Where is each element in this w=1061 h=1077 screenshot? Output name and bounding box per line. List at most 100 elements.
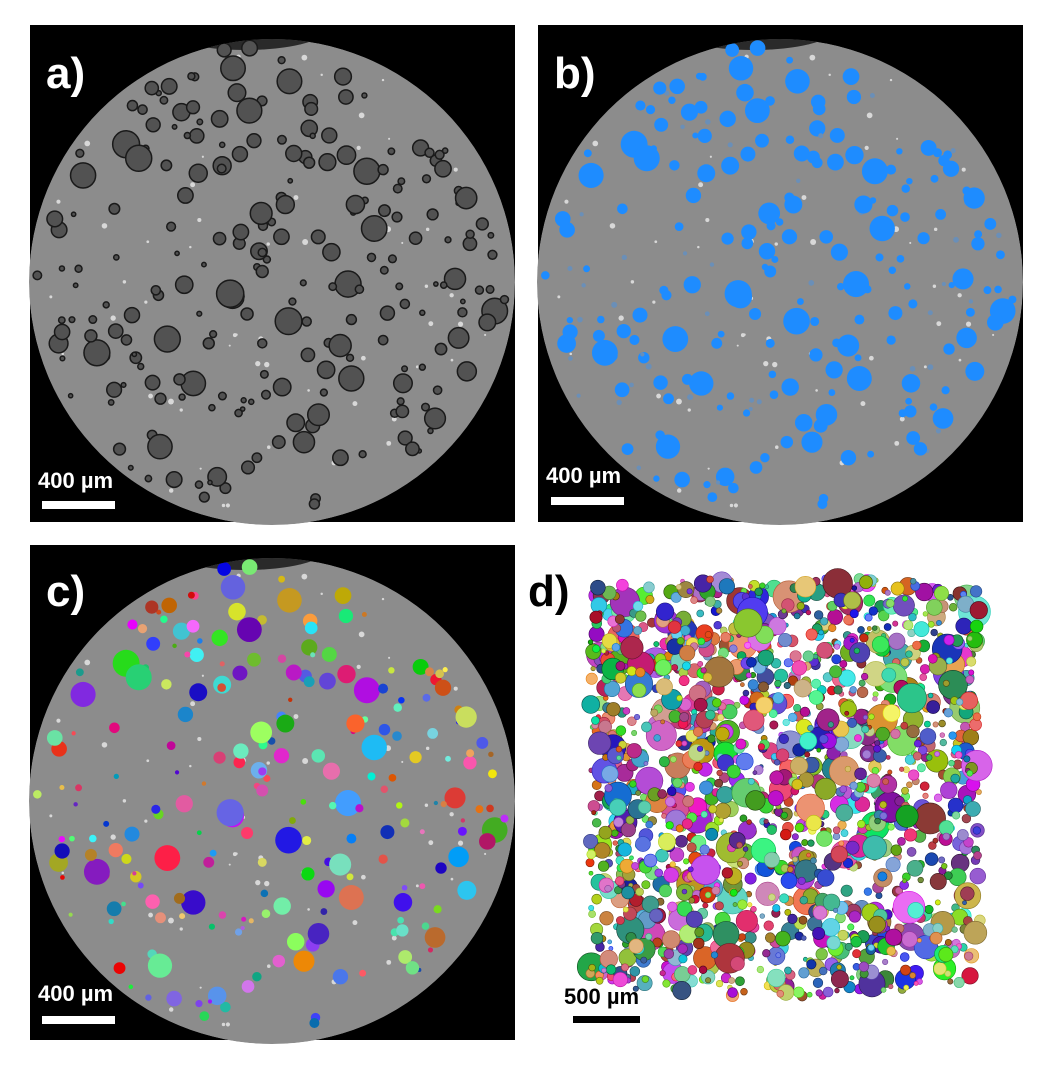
pore [766, 248, 775, 257]
pore [968, 299, 974, 304]
pore [338, 89, 354, 105]
pore-sphere [844, 765, 852, 773]
pore [908, 299, 918, 309]
pore-sphere [853, 647, 861, 654]
panel-label: c) [46, 567, 85, 616]
pore-sphere [715, 979, 724, 988]
pore [749, 397, 755, 403]
pore [419, 883, 426, 890]
pore-sphere [906, 859, 924, 877]
pore-sphere [763, 920, 774, 931]
pore [322, 242, 341, 262]
pore [812, 102, 826, 116]
bright-inclusion [356, 664, 361, 669]
pore [742, 409, 751, 417]
pore-sphere [902, 878, 907, 884]
pore-sphere [844, 710, 850, 716]
pore-sphere [871, 767, 880, 775]
pore [201, 781, 207, 786]
pore-sphere [940, 781, 958, 799]
pore-sphere [967, 635, 973, 642]
pore-sphere [844, 942, 853, 951]
pore [654, 117, 669, 132]
pore [105, 381, 123, 398]
pore [32, 270, 43, 281]
bright-inclusion [302, 758, 309, 764]
pore [272, 954, 286, 968]
pore-sphere [793, 986, 805, 998]
pore-sphere [797, 876, 806, 885]
pore-sphere [943, 634, 955, 646]
pore-sphere [693, 726, 704, 737]
pore [463, 756, 477, 770]
pore-sphere [862, 749, 872, 760]
pore [827, 153, 844, 171]
pore-sphere [927, 621, 935, 628]
pore-sphere [635, 887, 644, 897]
pore [292, 430, 316, 454]
pore-sphere [836, 964, 842, 970]
bright-inclusion [148, 393, 153, 399]
pore [863, 285, 872, 294]
pore [797, 298, 804, 305]
pore [583, 149, 592, 158]
pore-sphere [972, 826, 981, 835]
pore-sphere [766, 824, 777, 835]
pore [125, 664, 152, 691]
pore-sphere [790, 756, 809, 775]
pore-sphere [643, 581, 655, 594]
pore-sphere [699, 844, 710, 855]
pore-sphere [655, 848, 669, 863]
pore-sphere [822, 672, 833, 683]
pore [74, 264, 83, 273]
pore [796, 178, 801, 183]
pore-sphere [773, 759, 781, 766]
bright-inclusion [763, 360, 769, 367]
pore [846, 89, 862, 105]
pore-sphere [714, 901, 724, 911]
pore-sphere [718, 578, 735, 595]
pore [780, 435, 794, 449]
bright-inclusion [189, 245, 192, 249]
pore-sphere [877, 871, 888, 882]
pore-sphere [881, 667, 897, 683]
pore-sphere [863, 594, 876, 607]
pore-sphere [721, 867, 733, 879]
bright-inclusion [388, 137, 391, 140]
pore-sphere [874, 817, 881, 825]
pore-sphere [778, 733, 789, 745]
pore [440, 800, 447, 808]
pore [728, 56, 754, 81]
pore [353, 677, 380, 704]
pore-sphere [798, 967, 810, 979]
pore [220, 575, 246, 600]
pore [689, 371, 714, 396]
pore-sphere [601, 967, 607, 974]
pore-sphere [917, 763, 926, 773]
pore [843, 271, 870, 298]
pore [273, 228, 290, 246]
pore [353, 157, 381, 185]
pore [233, 743, 249, 759]
pore [837, 334, 860, 357]
pore-sphere [740, 682, 745, 687]
bright-inclusion [293, 714, 299, 719]
pore [842, 68, 860, 85]
pore [736, 83, 754, 102]
pore [248, 918, 254, 924]
pore [479, 833, 496, 850]
bright-inclusion [450, 358, 454, 362]
pore-sphere [908, 769, 920, 781]
pore [801, 431, 823, 453]
pore-sphere [633, 626, 643, 635]
bright-inclusion [557, 295, 561, 299]
pore-sphere [747, 902, 753, 908]
pore [854, 354, 862, 362]
pore [725, 43, 740, 57]
pore [124, 826, 140, 842]
pore-sphere [717, 714, 725, 721]
scale-bar [42, 1016, 115, 1024]
pore [88, 315, 98, 325]
pore-sphere [693, 697, 708, 712]
pore-sphere [882, 778, 890, 786]
